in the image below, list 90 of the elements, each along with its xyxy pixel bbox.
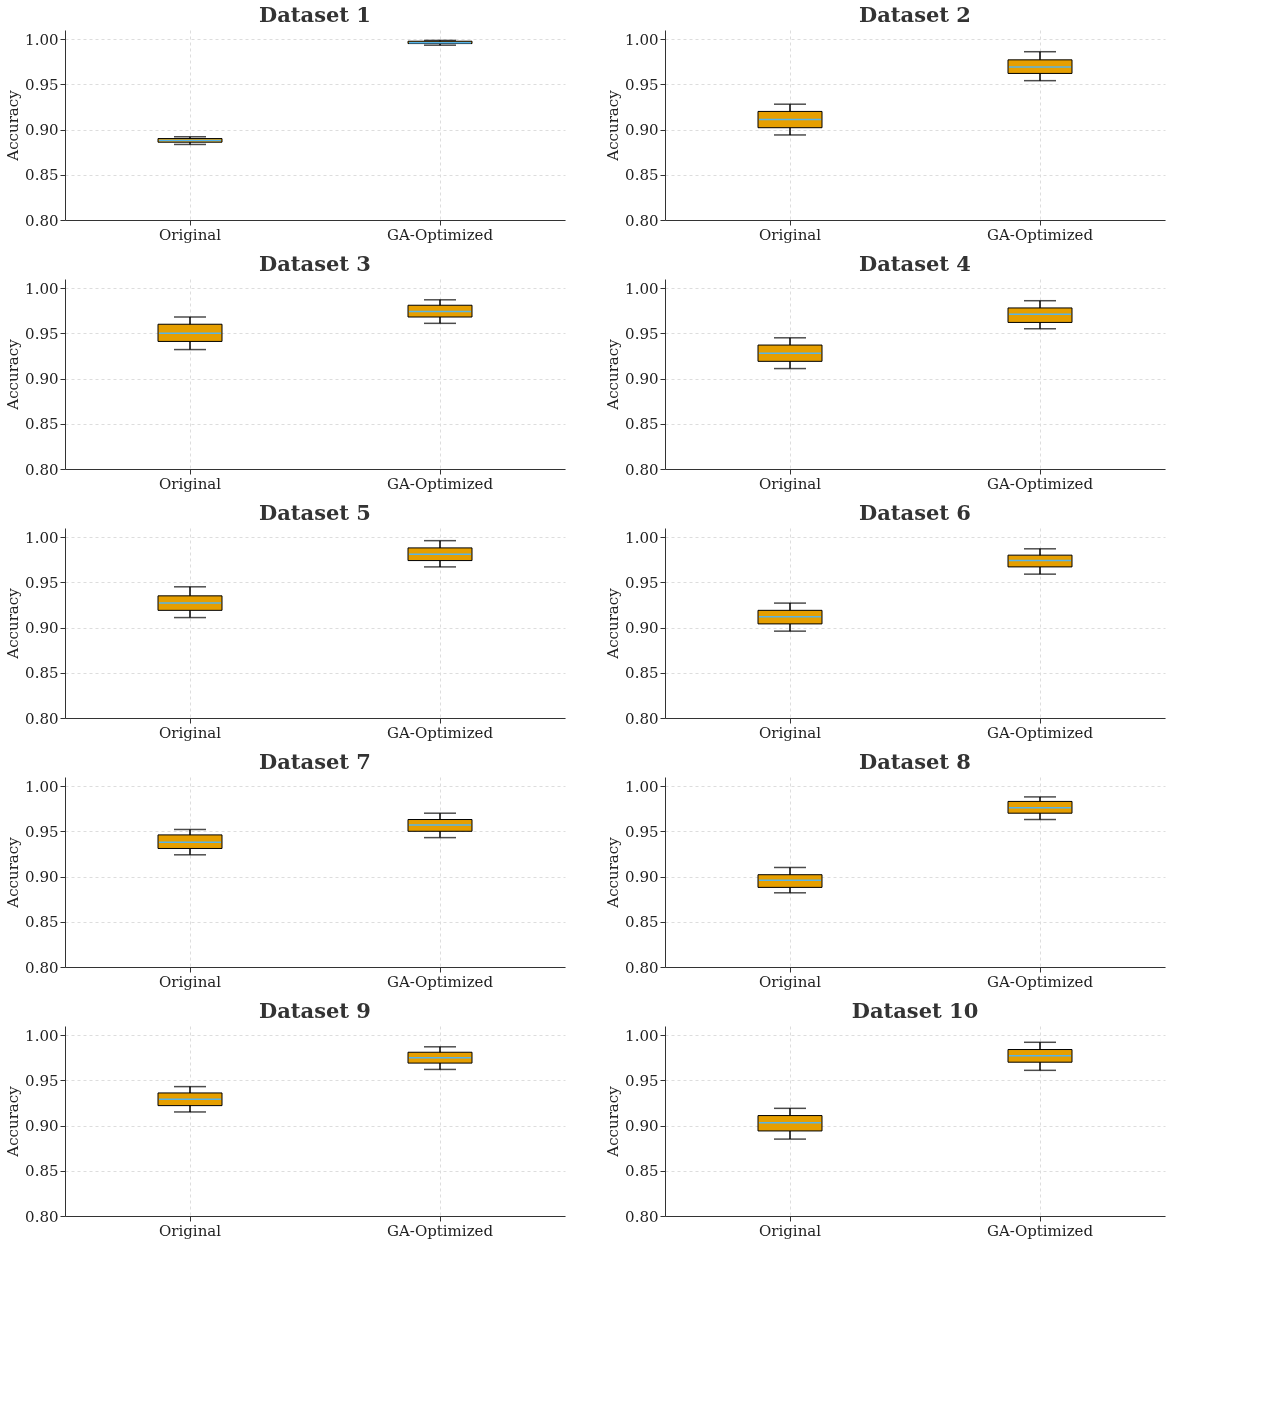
x-tick-label: GA-Optimized <box>386 723 494 742</box>
y-tick-label: 0.80 <box>25 958 59 977</box>
chart-title: Dataset 9 <box>259 998 371 1023</box>
y-tick-label: 1.00 <box>625 279 659 298</box>
y-tick-label: 1.00 <box>625 528 659 547</box>
y-axis-title: Accuracy <box>604 338 623 411</box>
x-tick-label: GA-Optimized <box>986 474 1094 493</box>
y-tick-label: 0.85 <box>625 913 659 932</box>
chart-title: Dataset 4 <box>859 251 971 276</box>
x-tick-label: Original <box>158 972 222 991</box>
y-tick-label: 0.85 <box>25 913 59 932</box>
y-tick-label: 1.00 <box>625 1026 659 1045</box>
x-tick-label: Original <box>158 1221 222 1240</box>
y-tick-label: 0.95 <box>25 1071 59 1090</box>
y-tick-label: 0.85 <box>25 166 59 185</box>
y-tick-label: 0.80 <box>25 211 59 230</box>
chart-title: Dataset 7 <box>259 749 371 774</box>
y-tick-label: 0.90 <box>25 619 59 638</box>
x-tick-label: GA-Optimized <box>986 1221 1094 1240</box>
y-axis-title: Accuracy <box>4 89 23 162</box>
chart-title: Dataset 8 <box>859 749 971 774</box>
chart-title: Dataset 10 <box>851 998 979 1023</box>
y-tick-label: 0.80 <box>625 958 659 977</box>
y-tick-label: 0.80 <box>625 211 659 230</box>
x-tick-label: Original <box>758 723 822 742</box>
y-tick-label: 1.00 <box>625 777 659 796</box>
x-tick-label: GA-Optimized <box>986 972 1094 991</box>
y-tick-label: 0.80 <box>25 709 59 728</box>
y-axis-title: Accuracy <box>4 1085 23 1158</box>
chart-title: Dataset 2 <box>859 2 971 27</box>
x-tick-label: Original <box>758 474 822 493</box>
x-tick-label: Original <box>758 972 822 991</box>
x-tick-label: GA-Optimized <box>386 972 494 991</box>
chart-title: Dataset 5 <box>259 500 371 525</box>
y-tick-label: 0.90 <box>25 121 59 140</box>
y-tick-label: 0.80 <box>625 460 659 479</box>
x-tick-label: GA-Optimized <box>986 225 1094 244</box>
y-tick-label: 0.80 <box>625 1207 659 1226</box>
y-tick-label: 0.90 <box>625 619 659 638</box>
y-tick-label: 0.85 <box>625 664 659 683</box>
y-tick-label: 0.85 <box>25 1162 59 1181</box>
y-tick-label: 1.00 <box>25 777 59 796</box>
y-axis-title: Accuracy <box>604 587 623 660</box>
chart-title: Dataset 1 <box>259 2 371 27</box>
y-tick-label: 1.00 <box>25 1026 59 1045</box>
y-tick-label: 0.90 <box>25 868 59 887</box>
y-tick-label: 0.85 <box>25 664 59 683</box>
y-tick-label: 0.80 <box>625 709 659 728</box>
chart-title: Dataset 6 <box>859 500 971 525</box>
y-tick-label: 0.95 <box>625 1071 659 1090</box>
y-tick-label: 0.85 <box>625 1162 659 1181</box>
x-tick-label: Original <box>158 474 222 493</box>
y-tick-label: 1.00 <box>25 30 59 49</box>
chart-title: Dataset 3 <box>259 251 371 276</box>
y-tick-label: 1.00 <box>25 279 59 298</box>
y-axis-title: Accuracy <box>4 587 23 660</box>
x-tick-label: GA-Optimized <box>986 723 1094 742</box>
y-tick-label: 0.95 <box>625 573 659 592</box>
x-tick-label: GA-Optimized <box>386 225 494 244</box>
y-tick-label: 0.85 <box>625 415 659 434</box>
y-tick-label: 0.90 <box>625 370 659 389</box>
y-tick-label: 0.80 <box>25 1207 59 1226</box>
y-axis-title: Accuracy <box>604 1085 623 1158</box>
x-tick-label: GA-Optimized <box>386 1221 494 1240</box>
y-axis-title: Accuracy <box>4 338 23 411</box>
y-tick-label: 0.90 <box>25 370 59 389</box>
x-tick-label: Original <box>158 225 222 244</box>
y-tick-label: 0.90 <box>625 121 659 140</box>
y-axis-title: Accuracy <box>604 836 623 909</box>
y-tick-label: 0.85 <box>625 166 659 185</box>
x-tick-label: Original <box>158 723 222 742</box>
y-tick-label: 0.95 <box>625 324 659 343</box>
x-tick-label: Original <box>758 1221 822 1240</box>
y-tick-label: 0.95 <box>25 75 59 94</box>
y-tick-label: 0.90 <box>625 1117 659 1136</box>
y-axis-title: Accuracy <box>4 836 23 909</box>
x-tick-label: GA-Optimized <box>386 474 494 493</box>
y-tick-label: 0.95 <box>625 822 659 841</box>
y-tick-label: 0.90 <box>25 1117 59 1136</box>
y-axis-title: Accuracy <box>604 89 623 162</box>
y-tick-label: 0.95 <box>25 822 59 841</box>
y-tick-label: 0.95 <box>25 324 59 343</box>
y-tick-label: 0.80 <box>25 460 59 479</box>
y-tick-label: 0.95 <box>25 573 59 592</box>
y-tick-label: 1.00 <box>625 30 659 49</box>
x-tick-label: Original <box>758 225 822 244</box>
y-tick-label: 1.00 <box>25 528 59 547</box>
y-tick-label: 0.95 <box>625 75 659 94</box>
y-tick-label: 0.90 <box>625 868 659 887</box>
y-tick-label: 0.85 <box>25 415 59 434</box>
